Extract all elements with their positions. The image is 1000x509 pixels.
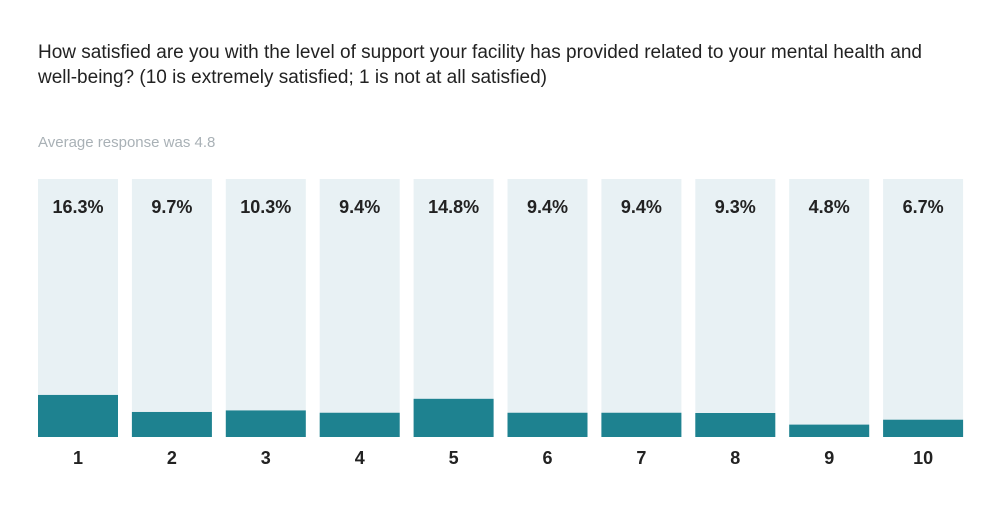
category-label: 3 bbox=[261, 448, 271, 468]
data-label: 9.4% bbox=[621, 197, 662, 217]
bar bbox=[601, 412, 682, 437]
bar bbox=[225, 410, 306, 437]
bar bbox=[319, 412, 400, 437]
bar-group-7: 9.4% 7 bbox=[601, 179, 682, 468]
bar-group-2: 9.7% 2 bbox=[131, 179, 212, 468]
bar-track bbox=[789, 179, 870, 437]
chart-subtitle: Average response was 4.8 bbox=[38, 134, 216, 151]
bar bbox=[695, 413, 776, 437]
category-label: 2 bbox=[167, 448, 177, 468]
bar bbox=[789, 424, 870, 437]
category-label: 9 bbox=[824, 448, 834, 468]
category-label: 10 bbox=[913, 448, 933, 468]
bar-group-8: 9.3% 8 bbox=[695, 179, 776, 468]
bar-track bbox=[883, 179, 964, 437]
data-label: 9.7% bbox=[151, 197, 192, 217]
data-label: 4.8% bbox=[809, 197, 850, 217]
bar bbox=[883, 419, 964, 437]
bar-track bbox=[601, 179, 682, 437]
bar bbox=[507, 412, 588, 437]
category-label: 6 bbox=[542, 448, 552, 468]
category-label: 8 bbox=[730, 448, 740, 468]
bar-track bbox=[413, 179, 494, 437]
data-label: 9.4% bbox=[527, 197, 568, 217]
bar bbox=[38, 394, 118, 437]
data-label: 10.3% bbox=[240, 197, 291, 217]
data-label: 14.8% bbox=[428, 197, 479, 217]
bar-track bbox=[507, 179, 588, 437]
bar-group-6: 9.4% 6 bbox=[507, 179, 588, 468]
data-label: 9.3% bbox=[715, 197, 756, 217]
data-label: 6.7% bbox=[903, 197, 944, 217]
category-label: 1 bbox=[73, 448, 83, 468]
category-label: 7 bbox=[636, 448, 646, 468]
bar-group-5: 14.8% 5 bbox=[413, 179, 494, 468]
bar-group-1: 16.3% 1 bbox=[38, 179, 118, 468]
data-label: 16.3% bbox=[52, 197, 103, 217]
bar-track bbox=[38, 179, 118, 437]
bar-group-3: 10.3% 3 bbox=[225, 179, 306, 468]
bar bbox=[131, 411, 212, 437]
bar-group-10: 6.7% 10 bbox=[883, 179, 964, 468]
bar-group-9: 4.8% 9 bbox=[789, 179, 870, 468]
chart-title: How satisfied are you with the level of … bbox=[38, 42, 922, 88]
data-label: 9.4% bbox=[339, 197, 380, 217]
bar-track bbox=[695, 179, 776, 437]
category-label: 4 bbox=[355, 448, 365, 468]
bar bbox=[413, 398, 494, 437]
category-label: 5 bbox=[449, 448, 459, 468]
bar-track bbox=[225, 179, 306, 437]
bar-group-4: 9.4% 4 bbox=[319, 179, 400, 468]
bar-track bbox=[131, 179, 212, 437]
bar-track bbox=[319, 179, 400, 437]
